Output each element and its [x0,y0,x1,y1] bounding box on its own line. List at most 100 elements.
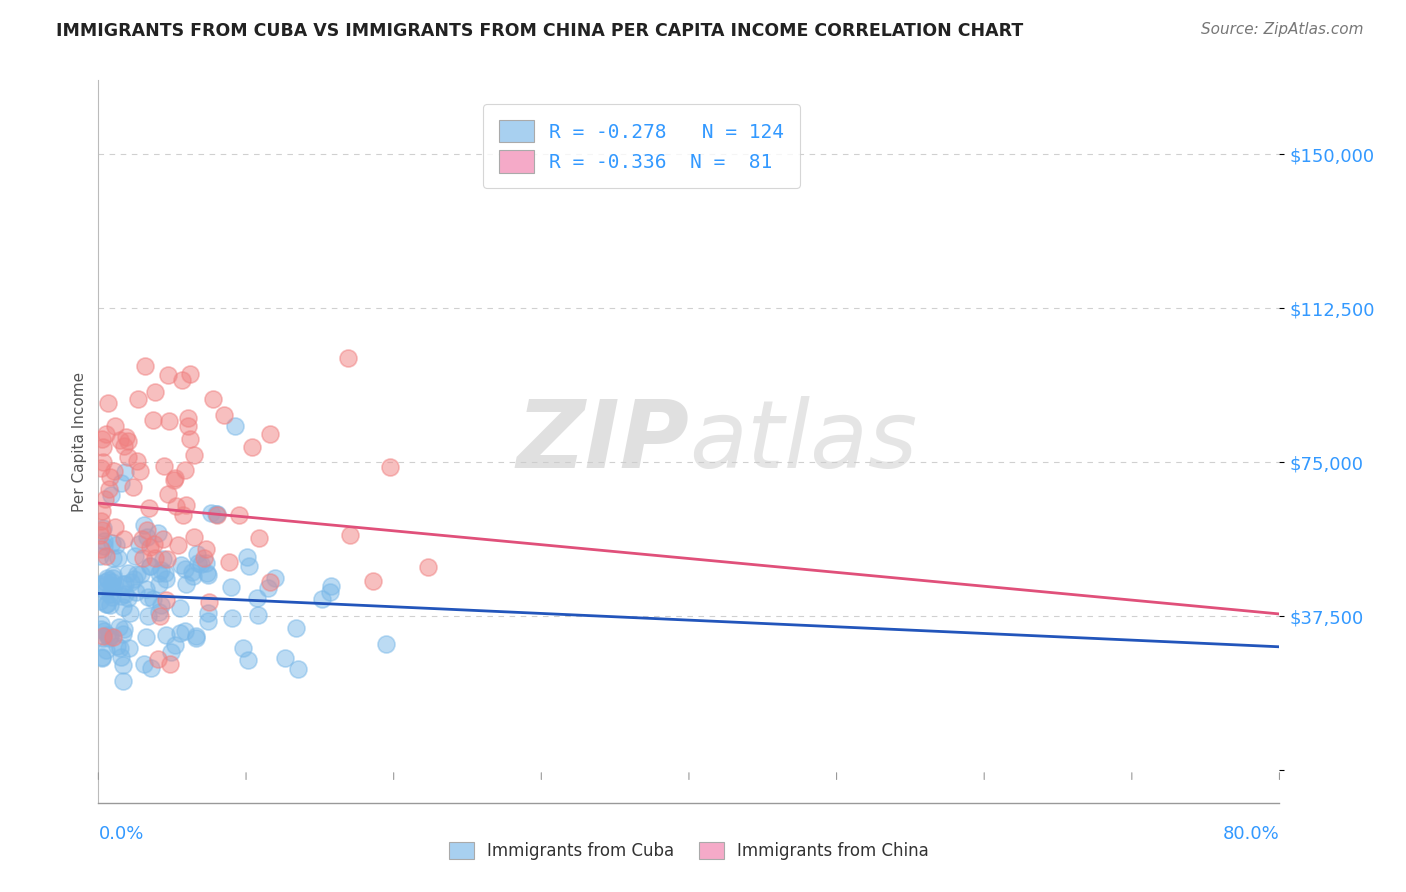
Point [132,518,155,533]
Text: 0.0%: 0.0% [98,825,143,843]
Point [131,532,153,546]
Point [186,629,208,643]
Point [112,627,135,641]
Point [169,601,191,615]
Point [155,592,177,607]
Point [93,539,115,553]
Point [91,432,114,446]
Point [311,592,333,607]
Point [156,552,179,566]
Point [94,491,117,506]
Text: 80.0%: 80.0% [1223,825,1279,843]
Point [186,631,208,645]
Point [97,574,120,588]
Point [129,566,152,581]
Point [104,419,127,434]
Point [104,520,127,534]
Point [96,571,118,585]
Point [204,508,226,522]
Point [236,653,259,667]
Point [96,598,118,612]
Point [138,501,160,516]
Point [159,645,181,659]
Point [246,608,269,623]
Point [103,579,125,593]
Point [90,579,112,593]
Point [94,643,117,657]
Point [212,408,235,422]
Point [339,528,361,542]
Text: Source: ZipAtlas.com: Source: ZipAtlas.com [1201,22,1364,37]
Point [148,566,170,580]
Point [155,628,177,642]
Point [205,507,228,521]
Point [89,549,111,564]
Point [108,434,131,448]
Point [108,620,131,634]
Point [90,461,112,475]
Point [146,525,169,540]
Point [122,572,145,586]
Point [378,460,401,475]
Point [287,662,309,676]
Point [104,538,127,552]
Point [163,473,186,487]
Point [118,606,141,620]
Point [183,569,205,583]
Point [98,482,121,496]
Point [117,434,139,448]
Point [319,585,342,599]
Point [90,514,112,528]
Point [142,412,165,426]
Point [135,582,157,596]
Point [135,524,157,538]
Point [139,559,162,574]
Text: IMMIGRANTS FROM CUBA VS IMMIGRANTS FROM CHINA PER CAPITA INCOME CORRELATION CHAR: IMMIGRANTS FROM CUBA VS IMMIGRANTS FROM … [56,22,1024,40]
Point [224,418,246,433]
Point [174,577,197,591]
Point [114,577,136,591]
Point [246,591,269,605]
Point [143,550,166,565]
Point [138,540,160,554]
Point [103,630,125,644]
Point [127,392,149,407]
Point [125,566,148,581]
Point [94,426,117,441]
Point [263,571,285,585]
Point [90,617,112,632]
Point [101,568,124,582]
Point [195,556,218,570]
Point [186,547,208,561]
Point [143,385,166,400]
Point [169,626,191,640]
Point [117,450,139,464]
Point [197,568,219,582]
Point [110,649,132,664]
Point [183,530,205,544]
Point [163,638,186,652]
Point [91,521,114,535]
Point [134,359,156,374]
Point [240,440,263,454]
Point [170,558,193,572]
Point [91,629,114,643]
Point [285,621,308,635]
Point [228,508,250,523]
Point [142,537,165,551]
Point [197,614,219,628]
Point [232,641,254,656]
Point [125,585,148,599]
Point [90,622,112,636]
Legend: Immigrants from Cuba, Immigrants from China: Immigrants from Cuba, Immigrants from Ch… [441,835,936,867]
Point [101,535,124,549]
Point [200,506,222,520]
Point [195,541,218,556]
Point [128,536,150,550]
Point [91,440,114,454]
Point [107,550,129,565]
Point [94,583,117,598]
Point [96,597,118,611]
Point [90,649,112,664]
Point [256,581,278,595]
